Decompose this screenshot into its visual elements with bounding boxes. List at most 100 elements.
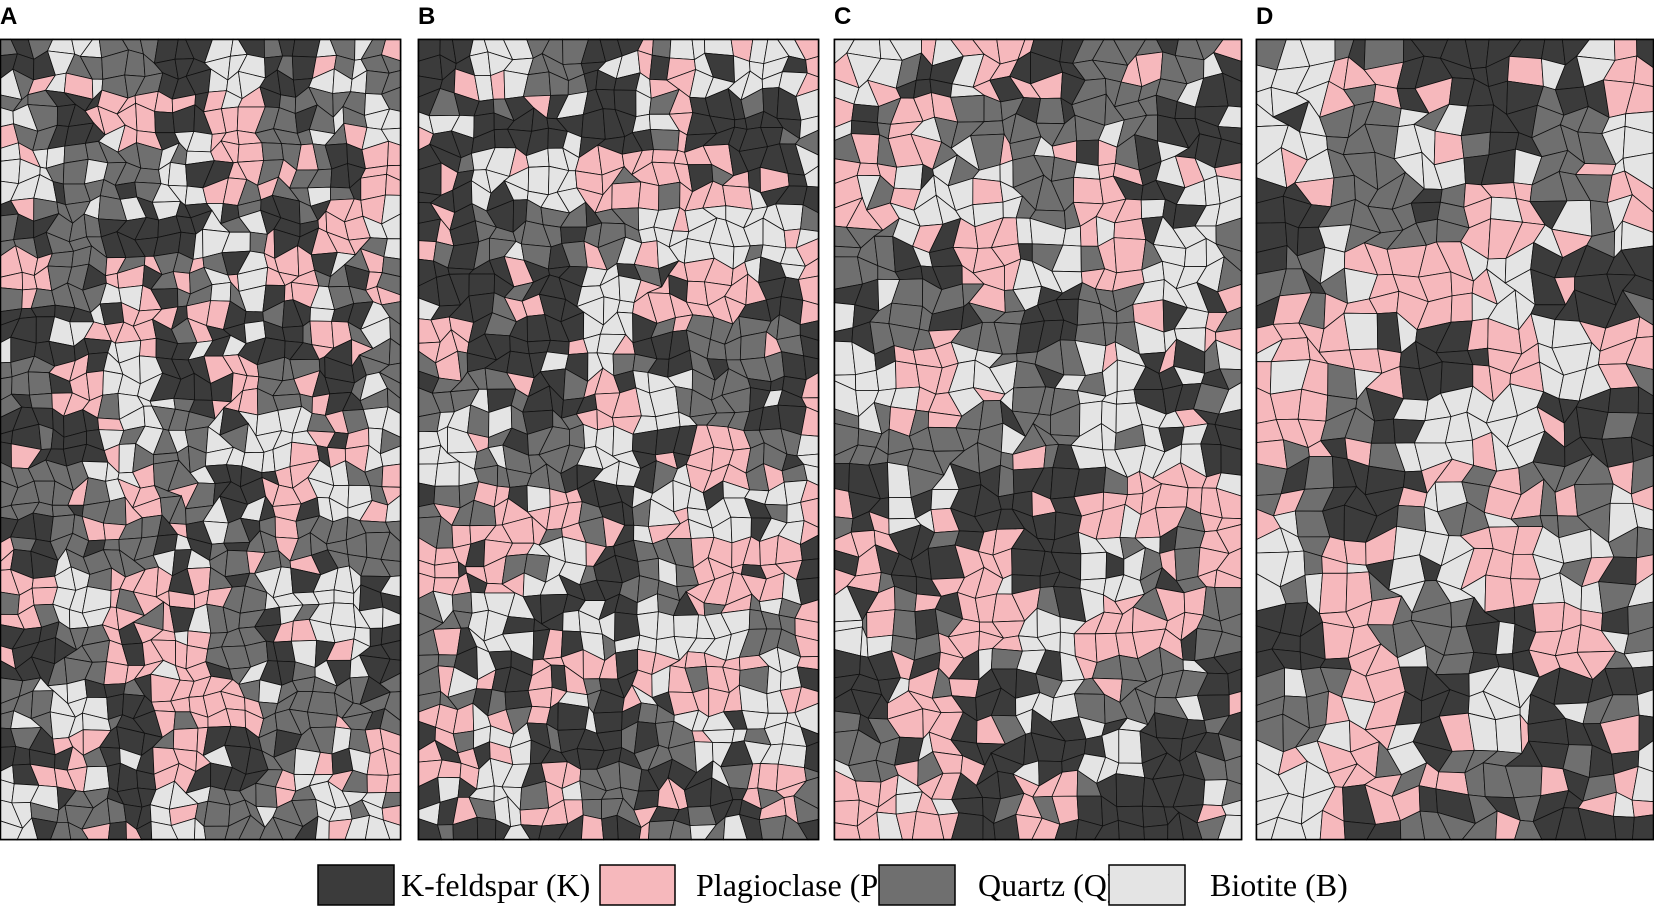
grain bbox=[417, 482, 436, 508]
grain bbox=[437, 654, 458, 668]
grain bbox=[803, 741, 820, 773]
grain bbox=[154, 111, 176, 134]
grain bbox=[237, 142, 265, 163]
legend-swatch bbox=[599, 864, 676, 906]
grain bbox=[1625, 82, 1654, 115]
grain bbox=[139, 337, 157, 358]
grain bbox=[309, 320, 335, 349]
grain bbox=[369, 627, 384, 648]
grain bbox=[1631, 814, 1654, 841]
grain bbox=[592, 711, 623, 734]
grain bbox=[562, 610, 581, 633]
grain bbox=[1631, 665, 1654, 696]
grain bbox=[366, 774, 389, 794]
grain bbox=[856, 162, 881, 177]
grain bbox=[291, 38, 321, 58]
grain bbox=[210, 281, 232, 302]
grain bbox=[1635, 554, 1654, 586]
grain bbox=[0, 158, 21, 185]
grain bbox=[102, 539, 120, 551]
grain bbox=[893, 164, 924, 191]
grain bbox=[1612, 815, 1635, 841]
grain bbox=[103, 661, 129, 686]
grain bbox=[1115, 389, 1137, 405]
grain bbox=[281, 325, 304, 344]
legend-swatch bbox=[317, 864, 395, 906]
legend-label: Biotite (B) bbox=[1210, 867, 1348, 903]
legend-swatch bbox=[1108, 864, 1186, 906]
legend-label: Plagioclase (P) bbox=[696, 867, 889, 903]
grain bbox=[1113, 237, 1147, 274]
grain bbox=[1220, 444, 1243, 476]
grain bbox=[637, 181, 660, 211]
grain bbox=[124, 49, 146, 77]
legend-swatch bbox=[878, 864, 956, 906]
grain bbox=[777, 743, 808, 769]
grain bbox=[833, 710, 862, 733]
grain bbox=[224, 549, 251, 578]
grain bbox=[669, 38, 695, 61]
grain bbox=[656, 611, 675, 640]
grain bbox=[1343, 539, 1367, 566]
grain bbox=[468, 273, 496, 297]
grain-map bbox=[0, 38, 402, 841]
grain bbox=[329, 602, 357, 628]
grain bbox=[255, 782, 278, 808]
grain bbox=[261, 142, 284, 161]
grain bbox=[1637, 739, 1654, 773]
grain bbox=[684, 651, 707, 669]
grain bbox=[1632, 502, 1654, 531]
grain bbox=[306, 691, 338, 716]
grain bbox=[580, 814, 605, 841]
grain bbox=[833, 245, 862, 258]
grain bbox=[1532, 601, 1565, 633]
grain bbox=[1636, 526, 1654, 559]
grain bbox=[833, 463, 850, 492]
grain bbox=[1011, 548, 1046, 577]
panel-label: C bbox=[834, 3, 851, 30]
grain bbox=[203, 800, 231, 827]
grain bbox=[1631, 799, 1654, 818]
grain bbox=[1636, 689, 1654, 718]
grain bbox=[107, 821, 127, 841]
grain bbox=[0, 591, 20, 616]
grain bbox=[851, 103, 880, 124]
grain bbox=[1621, 194, 1654, 234]
grain bbox=[601, 814, 619, 841]
grain bbox=[1318, 572, 1348, 615]
grain bbox=[29, 392, 53, 409]
grain bbox=[0, 287, 24, 313]
grain bbox=[1622, 152, 1654, 190]
legend: K-feldspar (K) Plagioclase (P) Quartz (Q… bbox=[317, 864, 1348, 906]
grain bbox=[1630, 436, 1654, 463]
grain bbox=[651, 38, 672, 59]
grain bbox=[27, 371, 53, 396]
grain bbox=[833, 799, 860, 827]
grain bbox=[223, 541, 251, 552]
legend-label: Quartz (Q) bbox=[978, 867, 1117, 903]
grain-map bbox=[417, 38, 820, 841]
panel-frame bbox=[0, 38, 402, 841]
grain bbox=[1035, 97, 1065, 125]
grain bbox=[1228, 690, 1243, 717]
grain bbox=[1154, 483, 1189, 509]
grain bbox=[83, 765, 110, 793]
grain bbox=[1484, 574, 1515, 613]
grain bbox=[167, 161, 188, 187]
grain bbox=[1633, 55, 1654, 88]
grain bbox=[1627, 572, 1654, 608]
grain bbox=[387, 140, 402, 167]
grain bbox=[1269, 388, 1303, 421]
grain bbox=[1174, 546, 1201, 582]
legend-label: K-feldspar (K) bbox=[401, 867, 590, 903]
grain-map bbox=[833, 38, 1243, 841]
grain bbox=[948, 678, 980, 699]
grain bbox=[1115, 773, 1146, 808]
grain bbox=[1343, 312, 1379, 351]
grain bbox=[1418, 785, 1438, 813]
grain bbox=[997, 493, 1015, 510]
grain bbox=[649, 128, 680, 151]
grain bbox=[31, 575, 59, 589]
grain bbox=[1623, 650, 1654, 669]
grain bbox=[1304, 456, 1335, 490]
